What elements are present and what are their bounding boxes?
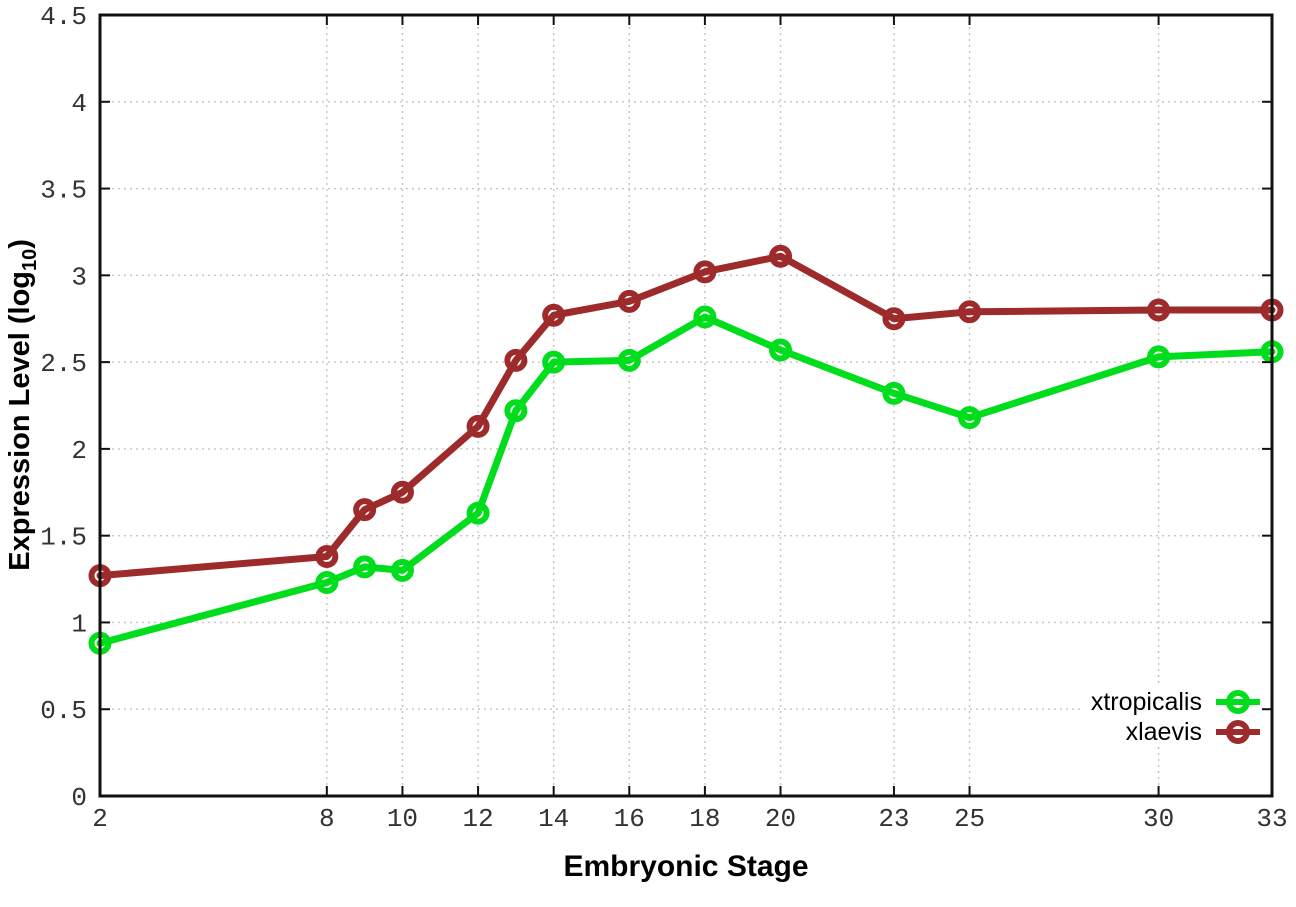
x-tick-label-18: 18 [689, 804, 720, 834]
data-point-xtropicalis-12 [466, 501, 490, 525]
data-point-xlaevis-30 [1147, 298, 1171, 322]
y-tick-label-2: 2 [71, 436, 87, 466]
data-point-xlaevis-20 [769, 244, 793, 268]
data-point-xlaevis-12 [466, 414, 490, 438]
x-tick-label-2: 2 [92, 804, 108, 834]
y-tick-label-1: 1 [71, 609, 87, 639]
data-point-xtropicalis-16 [617, 348, 641, 372]
legend-sample-line-icon [1216, 720, 1260, 744]
data-point-xlaevis-23 [882, 307, 906, 331]
x-tick-label-30: 30 [1143, 804, 1174, 834]
data-point-xtropicalis-8 [315, 571, 339, 595]
data-point-xlaevis-25 [958, 300, 982, 324]
y-axis-title-suffix: ) [4, 239, 37, 249]
x-tick-label-23: 23 [878, 804, 909, 834]
legend-label-xtropicalis: xtropicalis [1090, 688, 1202, 716]
x-tick-label-25: 25 [954, 804, 985, 834]
data-point-xtropicalis-25 [958, 406, 982, 430]
data-point-xtropicalis-9 [353, 555, 377, 579]
data-point-xlaevis-9 [353, 498, 377, 522]
y-tick-label-0.5: 0.5 [40, 696, 87, 726]
data-point-xlaevis-16 [617, 289, 641, 313]
y-tick-label-3: 3 [71, 262, 87, 292]
data-point-xtropicalis-10 [390, 558, 414, 582]
data-point-xtropicalis-30 [1147, 345, 1171, 369]
data-point-xtropicalis-20 [769, 338, 793, 362]
data-point-xlaevis-8 [315, 544, 339, 568]
data-point-xlaevis-14 [542, 303, 566, 327]
y-axis-title-text: Expression Level (log [4, 270, 37, 571]
x-tick-label-12: 12 [462, 804, 493, 834]
x-tick-label-20: 20 [765, 804, 796, 834]
y-tick-label-3.5: 3.5 [40, 176, 87, 206]
y-tick-label-2.5: 2.5 [40, 349, 87, 379]
data-point-xtropicalis-23 [882, 381, 906, 405]
x-tick-label-8: 8 [319, 804, 335, 834]
legend-sample-marker-xtropicalis [1226, 690, 1250, 714]
x-tick-label-33: 33 [1256, 804, 1287, 834]
y-axis-title-subscript: 10 [18, 248, 41, 271]
x-tick-label-16: 16 [614, 804, 645, 834]
legend-item-xtropicalis: xtropicalis [1091, 687, 1262, 717]
data-point-xlaevis-10 [390, 480, 414, 504]
data-point-xlaevis-13 [504, 348, 528, 372]
y-tick-label-1.5: 1.5 [40, 523, 87, 553]
data-point-xtropicalis-14 [542, 350, 566, 374]
data-point-xtropicalis-18 [693, 305, 717, 329]
plot-border [98, 13, 1274, 798]
data-point-xtropicalis-13 [504, 399, 528, 423]
x-axis-title: Embryonic Stage [563, 850, 809, 883]
legend-sample-marker-xlaevis [1226, 720, 1250, 744]
y-tick-label-4.5: 4.5 [40, 2, 87, 32]
legend: xtropicalis xlaevis [1080, 687, 1262, 747]
legend-label-xlaevis: xlaevis [1125, 718, 1202, 746]
x-tick-label-14: 14 [538, 804, 569, 834]
series-line-xtropicalis [96, 313, 1276, 647]
y-tick-label-0: 0 [71, 783, 87, 813]
legend-sample-line-icon [1216, 690, 1260, 714]
x-tick-label-10: 10 [387, 804, 418, 834]
series-line-xlaevis [96, 252, 1276, 580]
y-tick-label-4: 4 [71, 89, 87, 119]
y-axis-title: Expression Level (log10) [4, 155, 42, 655]
data-point-xlaevis-18 [693, 260, 717, 284]
legend-item-xlaevis: xlaevis [1091, 717, 1262, 747]
